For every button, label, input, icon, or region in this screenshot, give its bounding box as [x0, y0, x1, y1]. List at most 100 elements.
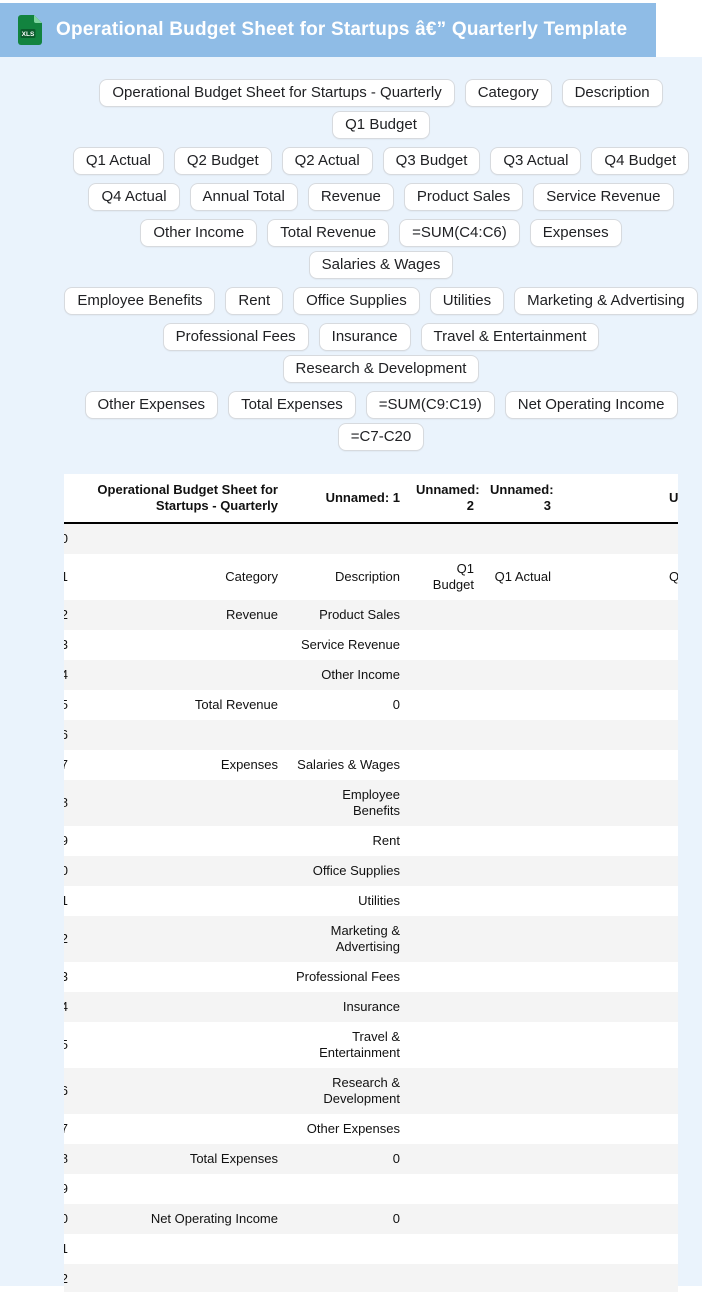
- cell: [482, 523, 559, 554]
- cell: [482, 1204, 559, 1234]
- cell-value-chip[interactable]: Q4 Actual: [88, 183, 180, 211]
- cell: [70, 886, 286, 916]
- table-row: 7 Expenses Salaries & Wages: [64, 750, 678, 780]
- cell-value-chip[interactable]: =SUM(C9:C19): [365, 391, 495, 419]
- table-row: 19: [64, 1174, 678, 1204]
- cell-value-chip[interactable]: Insurance: [318, 323, 411, 351]
- table-row: 21: [64, 1234, 678, 1264]
- cell: Total Revenue: [194, 697, 278, 712]
- cell-value-chip[interactable]: Q3 Budget: [382, 147, 481, 175]
- cell: Professional Fees: [295, 969, 400, 984]
- cell-value-chip[interactable]: Salaries & Wages: [308, 251, 454, 279]
- table-row: 9 Rent: [64, 826, 678, 856]
- cell: [408, 1264, 482, 1292]
- row-index: 13: [64, 969, 68, 984]
- cell: [559, 1068, 678, 1114]
- cell-value-chip[interactable]: Utilities: [429, 287, 505, 315]
- cell: [482, 750, 559, 780]
- row-index: 17: [64, 1121, 68, 1136]
- cell-value-chip[interactable]: Net Operating Income: [504, 391, 678, 419]
- cell-value-chip[interactable]: Employee Benefits: [64, 287, 216, 315]
- row-index: 16: [64, 1083, 68, 1098]
- cell-value-chip[interactable]: Q4 Budget: [591, 147, 690, 175]
- cell-value-chip[interactable]: =C7-C20: [337, 423, 425, 451]
- cell: [408, 690, 482, 720]
- cell-value-chip[interactable]: Q1 Actual: [72, 147, 164, 175]
- cell-value-chip[interactable]: Q3 Actual: [490, 147, 582, 175]
- cell: [408, 1174, 482, 1204]
- cell: [286, 1264, 408, 1292]
- cell: [559, 750, 678, 780]
- cell: Employee Benefits: [342, 787, 400, 818]
- row-index: 20: [64, 1211, 68, 1226]
- cell-value-chip[interactable]: Annual Total: [189, 183, 298, 211]
- cell-value-chip[interactable]: Operational Budget Sheet for Startups - …: [99, 79, 455, 107]
- cell: [559, 1022, 678, 1068]
- table-row: 20 Net Operating Income 0: [64, 1204, 678, 1234]
- cell: Utilities: [358, 893, 400, 908]
- cell: Other Income: [321, 667, 400, 682]
- row-index: 19: [64, 1181, 68, 1196]
- cell-value-chip[interactable]: Q2 Actual: [281, 147, 373, 175]
- spreadsheet-table-container[interactable]: Operational Budget Sheet for Startups - …: [64, 474, 678, 1292]
- cell: [482, 720, 559, 750]
- cell: [482, 1068, 559, 1114]
- cell-value-chip[interactable]: Travel & Entertainment: [420, 323, 600, 351]
- cell-value-chip[interactable]: Research & Development: [282, 355, 480, 383]
- cell-value-chip[interactable]: Q1 Budget: [332, 111, 430, 139]
- cell-value-chip[interactable]: Office Supplies: [293, 287, 420, 315]
- cell: [70, 1174, 286, 1204]
- dataframe-table: Operational Budget Sheet for Startups - …: [64, 474, 678, 1292]
- cell: [408, 1234, 482, 1264]
- cell-value-chip[interactable]: Professional Fees: [162, 323, 309, 351]
- cell: [559, 600, 678, 630]
- cell: [482, 1264, 559, 1292]
- cell: [482, 1234, 559, 1264]
- table-row: 11 Utilities: [64, 886, 678, 916]
- cell: [559, 1174, 678, 1204]
- cell: [408, 1068, 482, 1114]
- cell: [286, 1174, 408, 1204]
- cell: [482, 630, 559, 660]
- cell: [559, 962, 678, 992]
- cell-value-chip[interactable]: Description: [561, 79, 663, 107]
- cell-value-chip[interactable]: =SUM(C4:C6): [399, 219, 520, 247]
- table-row: 10 Office Supplies: [64, 856, 678, 886]
- cell-value-chip[interactable]: Other Income: [140, 219, 258, 247]
- cell: Q1 Budget: [432, 561, 474, 592]
- cell: [70, 962, 286, 992]
- cell-value-chip[interactable]: Q2 Budget: [173, 147, 272, 175]
- cell: [70, 1068, 286, 1114]
- cell: [286, 523, 408, 554]
- cell: [286, 720, 408, 750]
- row-index: 1: [64, 569, 68, 584]
- row-index: 18: [64, 1151, 68, 1166]
- table-row: 14 Insurance: [64, 992, 678, 1022]
- cell: [70, 660, 286, 690]
- cell-value-chip[interactable]: Service Revenue: [533, 183, 674, 211]
- cell-value-chip[interactable]: Revenue: [307, 183, 394, 211]
- cell-value-chip[interactable]: Expenses: [529, 219, 622, 247]
- cell: [559, 780, 678, 826]
- cell: [559, 720, 678, 750]
- table-row: 1 Category Description Q1 Budget Q1 Actual Q2…: [64, 554, 678, 600]
- cell-value-chip[interactable]: Rent: [225, 287, 284, 315]
- cell: [408, 916, 482, 962]
- cell: [559, 660, 678, 690]
- column-header: Unnamed: 3: [482, 474, 559, 524]
- cell-value-chip[interactable]: Marketing & Advertising: [514, 287, 698, 315]
- row-index: 10: [64, 863, 68, 878]
- table-row: 13 Professional Fees: [64, 962, 678, 992]
- cell: [482, 916, 559, 962]
- cell-value-chip[interactable]: Total Expenses: [228, 391, 356, 419]
- cell: [559, 1204, 678, 1234]
- cell-value-chip[interactable]: Category: [464, 79, 552, 107]
- cell-value-chip[interactable]: Total Revenue: [267, 219, 390, 247]
- cell-value-chip[interactable]: Other Expenses: [84, 391, 219, 419]
- cell: [408, 1144, 482, 1174]
- cell-value-chip[interactable]: Product Sales: [403, 183, 524, 211]
- row-index: 6: [64, 727, 68, 742]
- cell: [70, 720, 286, 750]
- column-header: Operational Budget Sheet for Startups - …: [70, 474, 286, 524]
- cell: [559, 856, 678, 886]
